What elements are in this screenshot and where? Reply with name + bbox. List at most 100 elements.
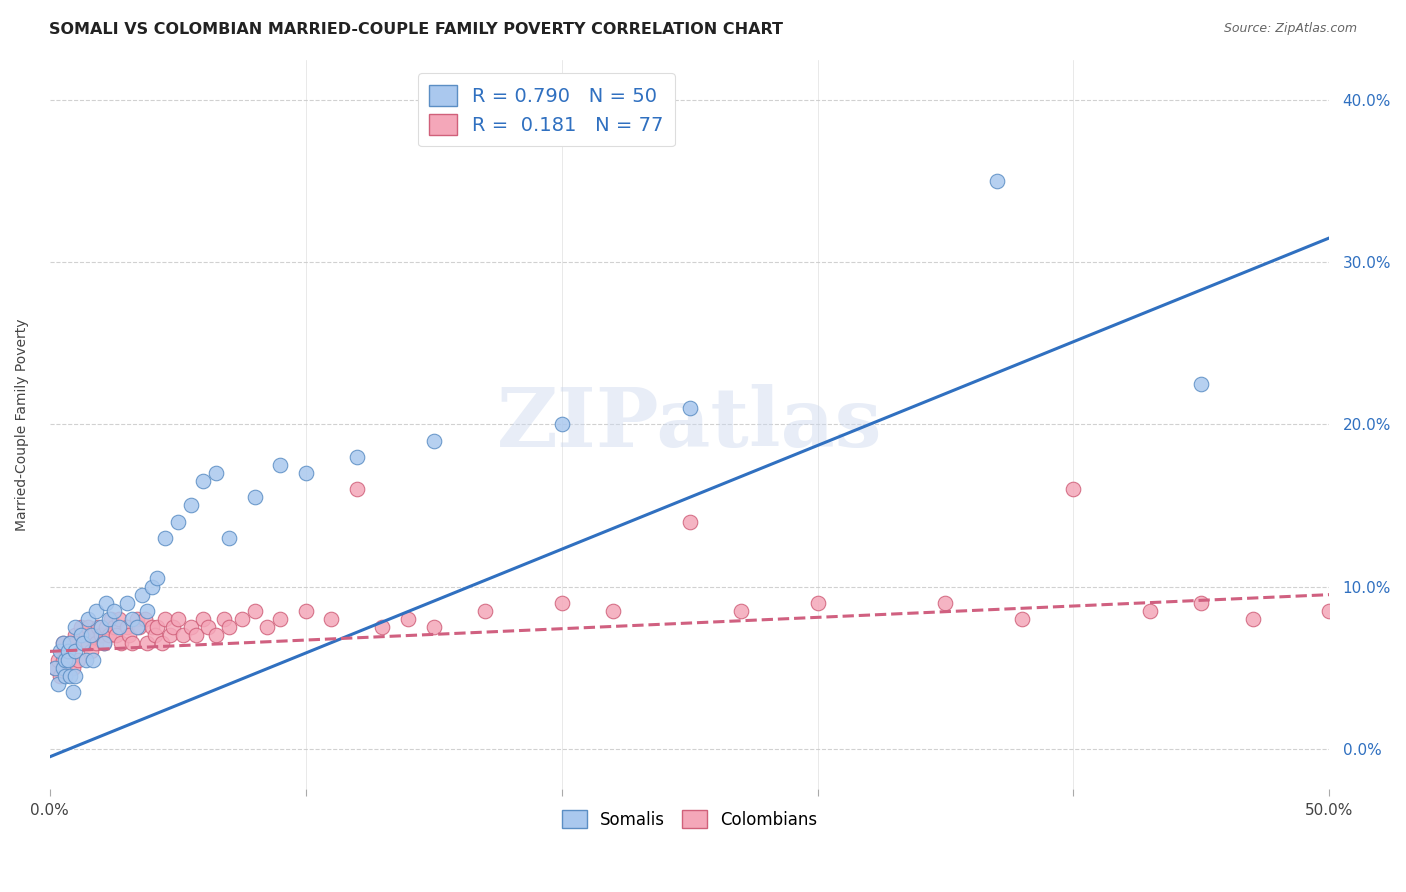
Point	[806, 596, 828, 610]
Point	[49, 644, 72, 658]
Point	[87, 620, 110, 634]
Point	[69, 620, 91, 634]
Point	[77, 612, 100, 626]
Point	[141, 620, 163, 634]
Point	[180, 620, 202, 634]
Point	[256, 620, 278, 634]
Point	[159, 628, 181, 642]
Point	[1241, 612, 1264, 626]
Point	[46, 677, 69, 691]
Point	[97, 612, 120, 626]
Point	[231, 612, 253, 626]
Point	[56, 644, 79, 658]
Point	[205, 628, 228, 642]
Point	[243, 604, 266, 618]
Point	[59, 636, 82, 650]
Point	[80, 644, 103, 658]
Point	[110, 636, 132, 650]
Point	[128, 620, 150, 634]
Point	[80, 628, 103, 642]
Point	[730, 604, 752, 618]
Point	[121, 636, 143, 650]
Point	[294, 604, 316, 618]
Point	[346, 450, 368, 464]
Point	[82, 652, 104, 666]
Point	[65, 669, 87, 683]
Point	[52, 636, 75, 650]
Point	[66, 652, 89, 666]
Point	[65, 628, 87, 642]
Point	[162, 620, 184, 634]
Text: Source: ZipAtlas.com: Source: ZipAtlas.com	[1223, 22, 1357, 36]
Point	[205, 466, 228, 480]
Point	[131, 588, 153, 602]
Text: SOMALI VS COLOMBIAN MARRIED-COUPLE FAMILY POVERTY CORRELATION CHART: SOMALI VS COLOMBIAN MARRIED-COUPLE FAMIL…	[49, 22, 783, 37]
Point	[65, 636, 87, 650]
Point	[1062, 483, 1084, 497]
Point	[118, 628, 141, 642]
Point	[371, 620, 394, 634]
Point	[602, 604, 624, 618]
Point	[65, 644, 87, 658]
Point	[53, 660, 76, 674]
Point	[93, 636, 115, 650]
Point	[44, 660, 66, 674]
Point	[153, 531, 176, 545]
Point	[243, 491, 266, 505]
Point	[53, 669, 76, 683]
Point	[422, 434, 444, 448]
Point	[180, 499, 202, 513]
Point	[212, 612, 235, 626]
Point	[72, 636, 94, 650]
Point	[172, 628, 194, 642]
Point	[218, 620, 240, 634]
Point	[1317, 604, 1340, 618]
Point	[986, 174, 1008, 188]
Point	[90, 620, 112, 634]
Point	[125, 612, 148, 626]
Point	[321, 612, 343, 626]
Point	[94, 620, 117, 634]
Point	[136, 604, 159, 618]
Point	[294, 466, 316, 480]
Point	[53, 652, 76, 666]
Point	[550, 596, 572, 610]
Point	[77, 620, 100, 634]
Point	[59, 636, 82, 650]
Point	[184, 628, 207, 642]
Point	[152, 636, 174, 650]
Point	[49, 669, 72, 683]
Y-axis label: Married-Couple Family Poverty: Married-Couple Family Poverty	[15, 318, 30, 531]
Point	[46, 652, 69, 666]
Point	[193, 474, 215, 488]
Point	[197, 620, 219, 634]
Point	[396, 612, 419, 626]
Point	[94, 596, 117, 610]
Point	[62, 660, 84, 674]
Point	[52, 652, 75, 666]
Point	[108, 612, 131, 626]
Point	[134, 612, 156, 626]
Point	[69, 628, 91, 642]
Point	[146, 571, 169, 585]
Point	[125, 620, 148, 634]
Point	[115, 596, 138, 610]
Point	[65, 620, 87, 634]
Point	[44, 660, 66, 674]
Point	[97, 628, 120, 642]
Point	[146, 620, 169, 634]
Point	[84, 604, 107, 618]
Point	[93, 636, 115, 650]
Point	[121, 612, 143, 626]
Point	[105, 628, 128, 642]
Point	[100, 612, 122, 626]
Point	[62, 685, 84, 699]
Point	[103, 620, 125, 634]
Point	[82, 628, 104, 642]
Point	[52, 636, 75, 650]
Point	[59, 669, 82, 683]
Point	[1139, 604, 1161, 618]
Point	[550, 417, 572, 432]
Point	[934, 596, 956, 610]
Point	[166, 612, 188, 626]
